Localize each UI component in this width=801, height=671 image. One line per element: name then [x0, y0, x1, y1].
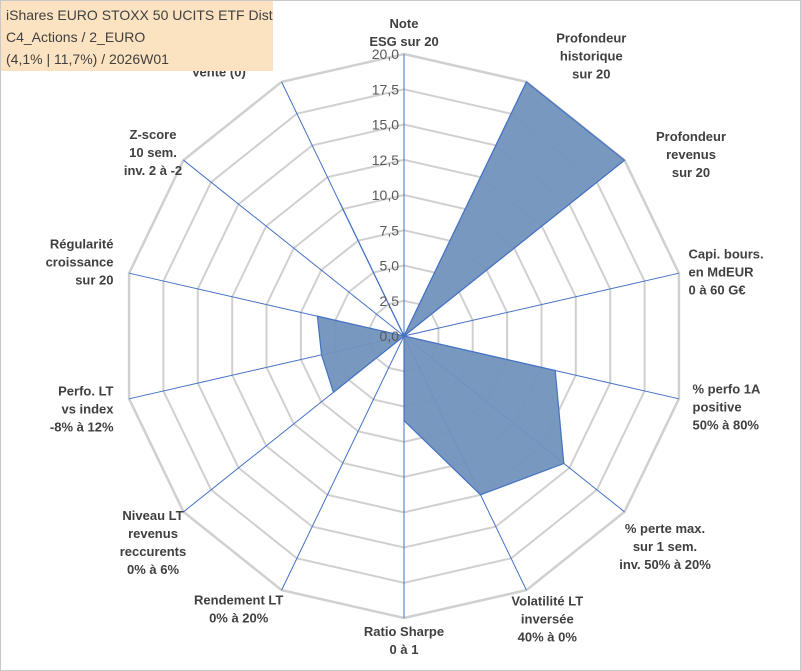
axis-label-10: Perfo. LT vs index -8% à 12%: [50, 383, 114, 434]
title-box: iShares EURO STOXX 50 UCITS ETF Dist C4_…: [1, 1, 273, 71]
axis-label-11: Régularité croissance sur 20: [46, 237, 114, 288]
axis-label-5: % perte max. sur 1 sem. inv. 50% à 20%: [619, 521, 711, 572]
axis-label-1: Profondeur historique sur 20: [556, 31, 626, 82]
axis-label-0: Note ESG sur 20: [369, 16, 438, 49]
tick-label-7: 17,5: [372, 81, 399, 97]
tick-label-1: 2,5: [380, 293, 400, 309]
axis-label-8: Rendement LT 0% à 20%: [194, 593, 283, 626]
title-line-2: C4_Actions / 2_EURO: [6, 29, 146, 45]
axis-label-7: Ratio Sharpe 0 à 1: [364, 624, 444, 657]
title-line-3: (4,1% | 11,7%) / 2026W01: [6, 51, 169, 67]
title-line-1: iShares EURO STOXX 50 UCITS ETF Dist: [6, 7, 273, 23]
tick-label-2: 5,0: [380, 258, 400, 274]
axis-label-6: Volatilité LT inversée 40% à 0%: [511, 594, 583, 645]
tick-label-3: 7,5: [380, 222, 400, 238]
spoke-12: [183, 159, 405, 337]
axis-label-3: Capi. bours. en MdEUR 0 à 60 G€: [689, 247, 764, 298]
spoke-3: [403, 272, 680, 337]
axis-label-4: % perfo 1A positive 50% à 80%: [693, 381, 762, 432]
axis-label-9: Niveau LT revenus reccurents 0% à 6%: [120, 508, 186, 577]
spoke-8: [281, 335, 405, 591]
series-polygon: [316, 80, 626, 496]
axis-label-12: Z-score 10 sem. inv. 2 à -2: [124, 127, 182, 178]
tick-label-0: 0,0: [380, 328, 400, 344]
tick-label-6: 15,0: [372, 117, 399, 133]
tick-label-4: 10,0: [372, 187, 399, 203]
tick-label-8: 20,0: [372, 46, 399, 62]
tick-label-5: 12,5: [372, 152, 399, 168]
axis-label-2: Profondeur revenus sur 20: [656, 129, 726, 180]
